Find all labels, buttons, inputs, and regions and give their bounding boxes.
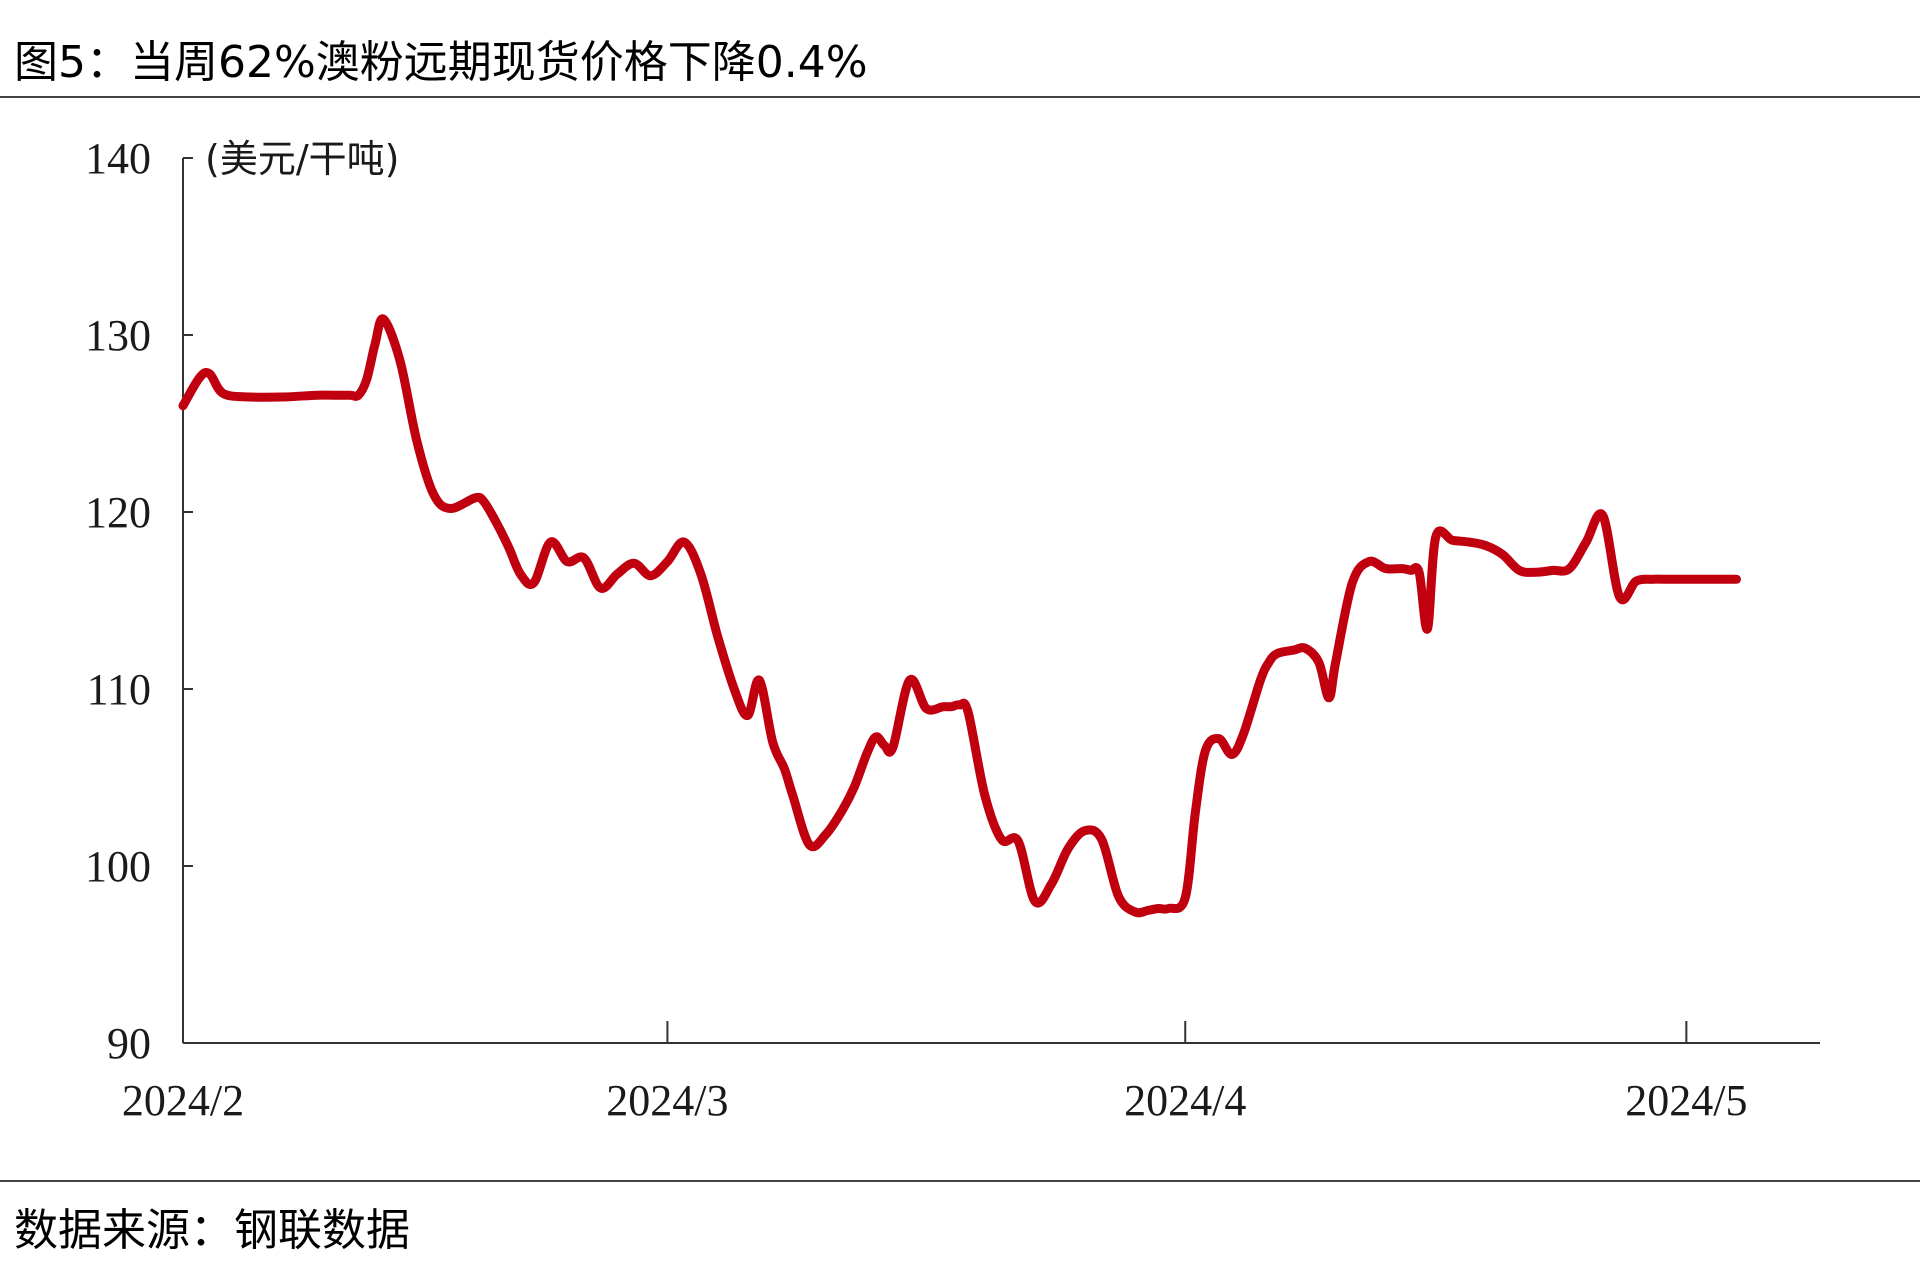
- series-group: [178, 314, 1741, 918]
- top-rule: [0, 96, 1920, 98]
- y-axis-unit-label: (美元/干吨): [205, 137, 399, 181]
- y-tick-label: 100: [85, 842, 151, 891]
- x-tick-label: 2024/2: [122, 1076, 244, 1125]
- source-note: 数据来源：钢联数据: [14, 1205, 410, 1256]
- chart-axes: [182, 158, 1820, 1044]
- y-tick-label: 120: [85, 488, 151, 537]
- x-tick-label: 2024/4: [1124, 1076, 1246, 1125]
- x-tick-label: 2024/5: [1625, 1076, 1747, 1125]
- chart-title: 图5：当周62%澳粉远期现货价格下降0.4%: [14, 37, 868, 88]
- price-series-line: [178, 314, 1741, 918]
- y-tick-label: 140: [85, 134, 151, 183]
- x-tick-label: 2024/3: [606, 1076, 728, 1125]
- y-tick-label: 130: [85, 311, 151, 360]
- x-axis-ticks: 2024/2 2024/3 2024/4 2024/5: [122, 1021, 1747, 1125]
- y-tick-label: 110: [87, 665, 151, 714]
- bottom-rule: [0, 1180, 1920, 1182]
- y-axis-ticks: 140 130 120 110 100 90: [85, 134, 193, 1068]
- y-tick-label: 90: [107, 1019, 151, 1068]
